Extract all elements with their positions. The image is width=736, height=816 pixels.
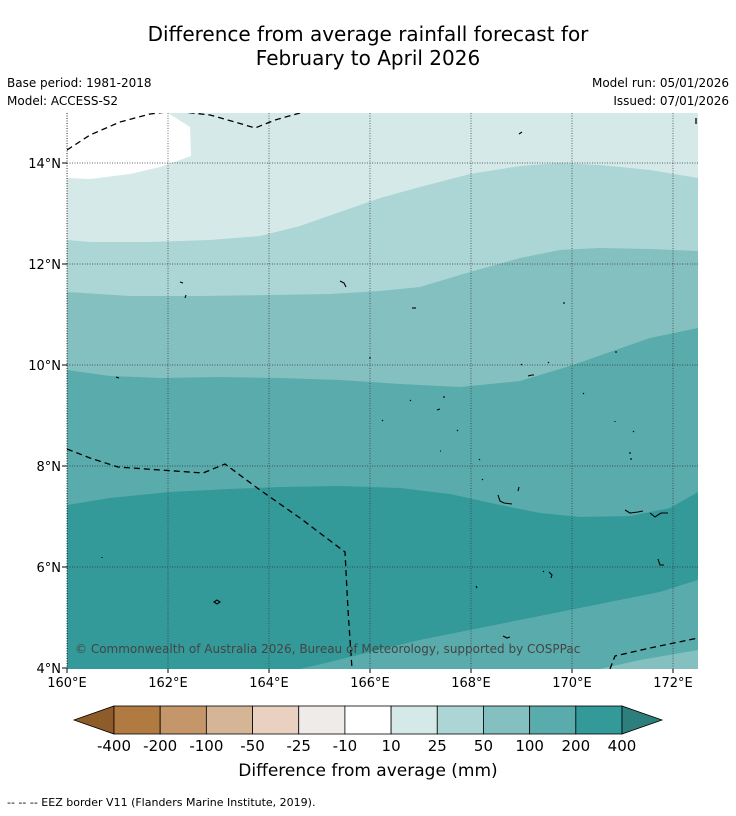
colorbar-label: 200 — [561, 737, 590, 755]
colorbar-extend-low — [72, 705, 115, 735]
colorbar-swatch — [529, 705, 577, 735]
colorbar-label: -400 — [97, 737, 131, 755]
model-text: Model: ACCESS-S2 — [7, 94, 119, 108]
colorbar-label: 10 — [382, 737, 401, 755]
rainfall-map: © Commonwealth of Australia 2026, Bureau… — [28, 113, 698, 691]
colorbar-label: -25 — [286, 737, 311, 755]
contour-band-10-25-white — [67, 113, 191, 179]
colorbar-label: -200 — [143, 737, 177, 755]
colorbar-swatch — [575, 705, 623, 735]
colorbar-swatch — [113, 705, 161, 735]
colorbar-label: 25 — [428, 737, 447, 755]
lon-label-172e: 172°E — [653, 676, 693, 691]
eez-border-north — [67, 113, 301, 151]
lon-tick-marks — [66, 669, 674, 673]
colorbar-swatch — [159, 705, 207, 735]
lon-label-168e: 168°E — [451, 676, 491, 691]
lat-label-10n: 10°N — [28, 359, 61, 374]
eez-border-west — [67, 448, 353, 669]
colorbar-label: 50 — [474, 737, 493, 755]
lon-label-160e: 160°E — [47, 676, 87, 691]
chart-title: Difference from average rainfall forecas… — [0, 22, 736, 70]
lat-tick-labels: 14°N 12°N 10°N 8°N 6°N 4°N — [28, 157, 61, 677]
lon-label-170e: 170°E — [552, 676, 592, 691]
colorbar-swatch — [252, 705, 300, 735]
title-line-1: Difference from average rainfall forecas… — [147, 22, 589, 46]
colorbar-swatch — [344, 705, 392, 735]
lat-label-4n: 4°N — [37, 662, 62, 677]
model-run-text: Model run: 05/01/2026 — [591, 76, 729, 90]
islands — [101, 131, 668, 639]
colorbar-extend-high — [621, 705, 664, 735]
colorbar-label: 100 — [515, 737, 544, 755]
colorbar-label: 400 — [608, 737, 637, 755]
eez-borders — [67, 113, 698, 669]
lat-label-14n: 14°N — [28, 157, 61, 172]
meta-right: Model run: 05/01/2026 Issued: 07/01/2026 — [592, 74, 729, 110]
colorbar-label: -10 — [333, 737, 358, 755]
footnote: -- -- -- EEZ border V11 (Flanders Marine… — [7, 796, 316, 809]
colorbar-swatch — [298, 705, 346, 735]
contour-band-400-plus — [67, 486, 698, 669]
colorbar-label: -100 — [189, 737, 223, 755]
latitude-gridlines — [67, 162, 698, 568]
lat-label-8n: 8°N — [37, 460, 62, 475]
lat-tick-marks — [62, 162, 67, 669]
meta-left: Base period: 1981-2018 Model: ACCESS-S2 — [7, 74, 152, 110]
colorbar-title: Difference from average (mm) — [238, 761, 498, 781]
lon-tick-labels: 160°E 162°E 164°E 166°E 168°E 170°E 172°… — [47, 676, 693, 691]
colorbar-swatch — [205, 705, 253, 735]
map-contours: © Commonwealth of Australia 2026, Bureau… — [67, 113, 698, 669]
colorbar-legend: -400 -200 -100 -50 -25 -10 10 25 50 100 200 400 — [72, 705, 664, 755]
copyright-text: © Commonwealth of Australia 2026, Bureau… — [75, 642, 580, 656]
colorbar-labels: -400 -200 -100 -50 -25 -10 10 25 50 100 200 400 — [97, 737, 636, 755]
title-line-2: February to April 2026 — [255, 46, 481, 70]
colorbar-swatches — [72, 705, 664, 735]
colorbar-swatch — [436, 705, 484, 735]
contour-band-lower-100 — [600, 650, 698, 669]
colorbar-swatch — [390, 705, 438, 735]
lat-label-6n: 6°N — [37, 561, 62, 576]
longitude-gridlines — [67, 113, 674, 669]
contour-band-lower-200 — [300, 580, 698, 669]
lat-label-12n: 12°N — [28, 258, 61, 273]
eez-border-east — [609, 637, 698, 669]
base-period-text: Base period: 1981-2018 — [7, 76, 152, 90]
lon-label-166e: 166°E — [350, 676, 390, 691]
colorbar-label: -50 — [240, 737, 265, 755]
colorbar-swatch — [483, 705, 531, 735]
lon-label-164e: 164°E — [249, 676, 289, 691]
issued-text: Issued: 07/01/2026 — [613, 94, 729, 108]
lon-label-162e: 162°E — [148, 676, 188, 691]
